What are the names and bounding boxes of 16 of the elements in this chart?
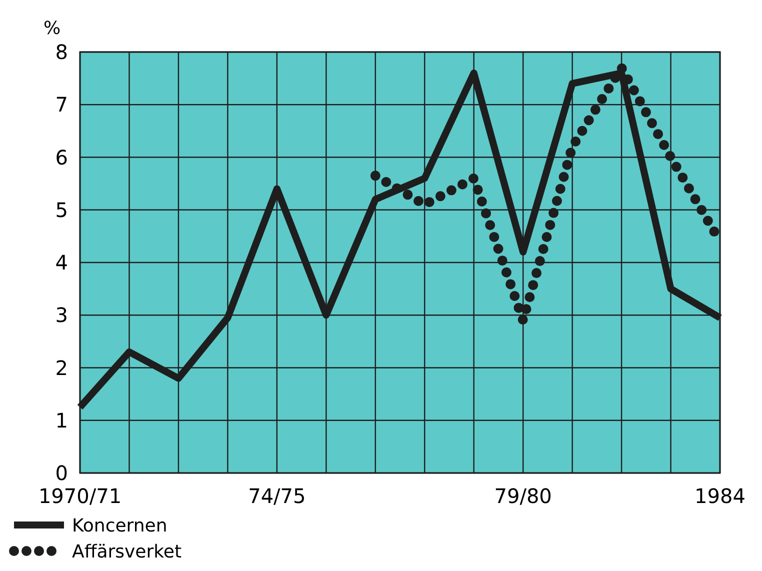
y-tick-label: 5 xyxy=(55,198,68,222)
y-tick-label: 6 xyxy=(55,145,68,170)
y-tick-label: 3 xyxy=(55,303,68,328)
x-tick-label: 74/75 xyxy=(248,484,306,508)
y-tick-label: 0 xyxy=(55,461,68,485)
x-tick-label: 79/80 xyxy=(494,484,552,508)
y-tick-label: 4 xyxy=(55,250,68,274)
y-tick-label: 7 xyxy=(55,92,68,117)
x-tick-label: 1984 xyxy=(694,484,746,508)
y-tick-label: 8 xyxy=(55,40,68,64)
y-tick-label: 1 xyxy=(55,408,68,432)
y-axis-title: % xyxy=(43,18,61,39)
y-tick-label: 2 xyxy=(55,356,68,380)
x-tick-label: 1970/71 xyxy=(38,484,122,508)
legend-label: Affärsverket xyxy=(72,541,182,562)
legend-label: Koncernen xyxy=(72,515,168,536)
